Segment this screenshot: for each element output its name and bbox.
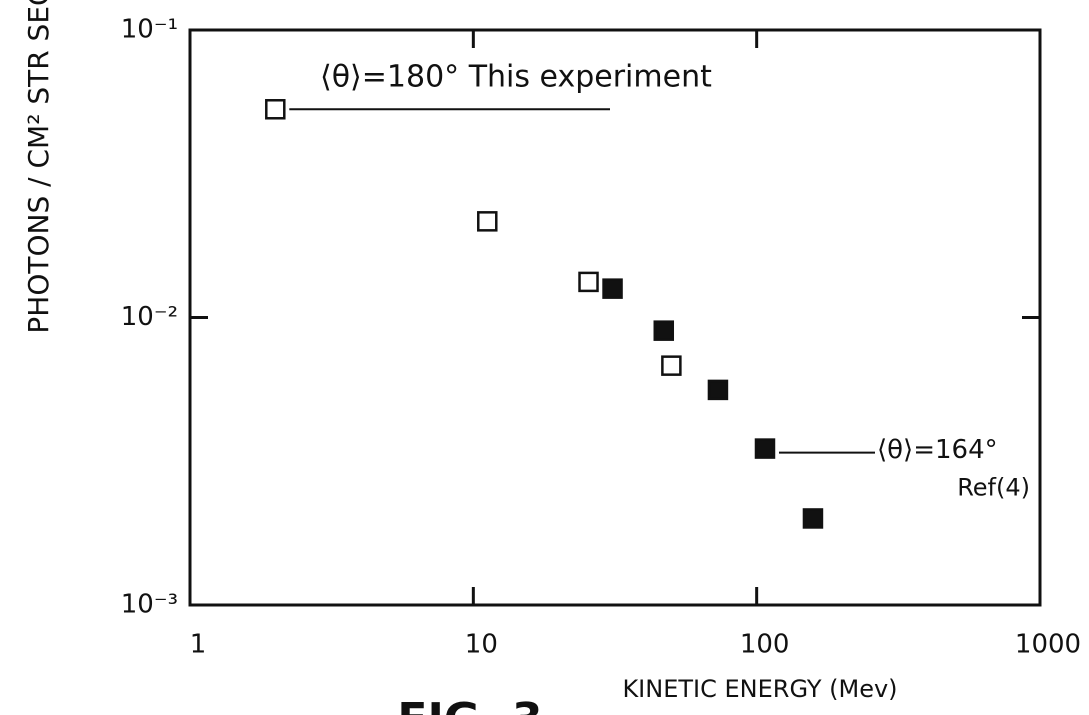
data-point bbox=[802, 508, 824, 529]
data-point bbox=[602, 278, 623, 299]
y-tick-label: 10⁻² bbox=[121, 302, 178, 332]
annotation: Ref(4) bbox=[957, 474, 1030, 502]
data-point bbox=[653, 320, 675, 341]
x-tick-label: 1000 bbox=[1015, 630, 1081, 660]
x-tick-label: 10 bbox=[465, 630, 498, 660]
series-label: ⟨θ⟩=164° bbox=[877, 435, 998, 465]
data-point bbox=[477, 211, 498, 232]
chart-title: FIG. 3 bbox=[397, 694, 542, 715]
plot-frame bbox=[188, 28, 1042, 607]
data-point bbox=[707, 379, 729, 401]
data-point bbox=[265, 99, 286, 120]
y-axis-label: PHOTONS / CM² STR SEC bbox=[22, 0, 55, 334]
x-tick-label: 100 bbox=[740, 630, 790, 660]
x-axis-label: KINETIC ENERGY (Mev) bbox=[622, 675, 897, 703]
data-point bbox=[578, 271, 599, 293]
y-tick-label: 10⁻¹ bbox=[121, 15, 178, 45]
y-tick-label: 10⁻³ bbox=[121, 590, 178, 620]
data-point bbox=[661, 355, 682, 376]
x-tick-label: 1 bbox=[190, 630, 207, 660]
data-point bbox=[754, 438, 776, 459]
series-label: ⟨θ⟩=180° This experiment bbox=[320, 60, 712, 95]
